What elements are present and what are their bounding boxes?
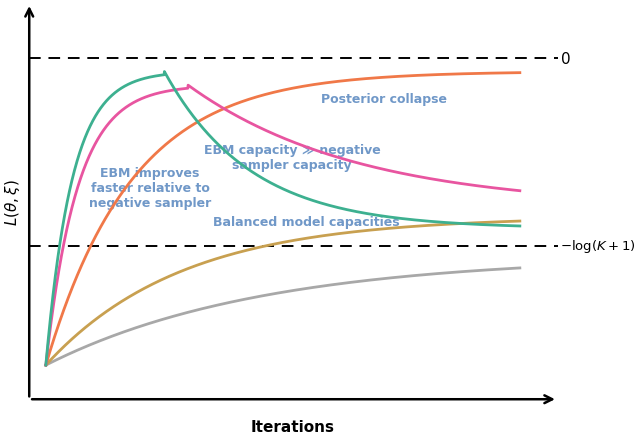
- Text: EBM capacity ≫ negative
sampler capacity: EBM capacity ≫ negative sampler capacity: [204, 144, 381, 171]
- Text: Posterior collapse: Posterior collapse: [321, 93, 447, 106]
- Text: Balanced model capacities: Balanced model capacities: [213, 216, 400, 229]
- Text: $0$: $0$: [560, 51, 571, 67]
- Text: $L(\theta, \xi)$: $L(\theta, \xi)$: [3, 178, 22, 225]
- Text: EBM improves
faster relative to
negative sampler: EBM improves faster relative to negative…: [89, 167, 211, 210]
- Text: Iterations: Iterations: [250, 419, 334, 434]
- Text: $-\log(K+1)$: $-\log(K+1)$: [560, 237, 636, 254]
